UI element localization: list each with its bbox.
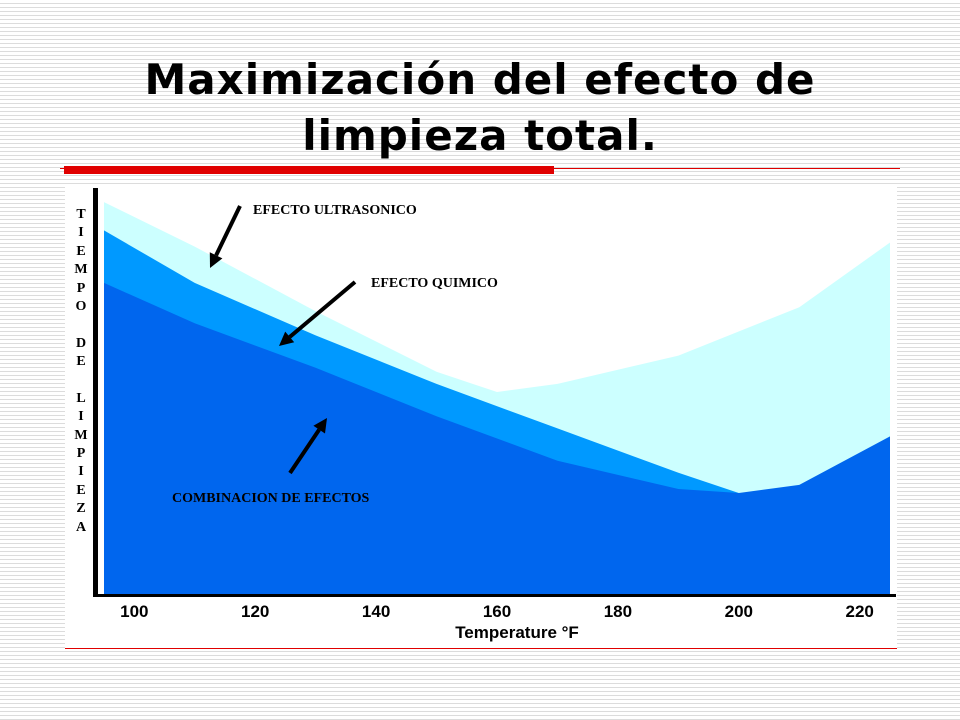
slide-title-line-2: limpieza total. — [302, 111, 658, 160]
y-axis-label-letter: A — [75, 519, 87, 535]
y-axis-label-letter: E — [76, 482, 86, 498]
y-axis-line — [93, 188, 98, 597]
arrow-combined-shaft — [288, 428, 321, 475]
x-tick-label-120: 120 — [241, 602, 269, 621]
chart-svg: 100 120 140 160 180 200 220 Temperature °F EFE… — [93, 188, 896, 642]
chart-panel: 100 120 140 160 180 200 220 Temperature °F EFE… — [65, 184, 897, 649]
y-axis-label-letter: D — [75, 335, 87, 351]
arrow-chemical-head — [279, 331, 295, 346]
arrow-combined-head — [313, 418, 327, 434]
x-tick-label-140: 140 — [362, 602, 390, 621]
y-axis-label-letter: I — [78, 464, 84, 480]
x-tick-label-160: 160 — [483, 602, 511, 621]
x-tick-label-180: 180 — [604, 602, 632, 621]
slide-title: Maximización del efecto de limpieza tota… — [60, 52, 900, 164]
y-axis-label-letter: P — [76, 446, 86, 462]
chart-panel-bottom-rule — [65, 648, 897, 649]
y-axis-label-letter: I — [78, 409, 84, 425]
y-axis-label-letter: I — [78, 225, 84, 241]
arrow-chemical-shaft — [288, 280, 357, 339]
combined-effects-area — [104, 282, 890, 594]
x-tick-labels: 100 120 140 160 180 200 220 — [120, 602, 874, 621]
x-axis-line — [93, 594, 896, 597]
y-axis-label-letter: T — [76, 207, 86, 222]
y-axis-label-letter: E — [76, 354, 86, 370]
arrow-ultrasonic-shaft — [214, 205, 242, 257]
y-axis-label-letter: E — [76, 243, 86, 259]
x-tick-label-220: 220 — [846, 602, 874, 621]
y-axis-label-letter: Z — [76, 501, 86, 517]
slide-title-line-1: Maximización del efecto de — [144, 55, 816, 104]
y-axis-label-letter: O — [75, 298, 87, 314]
annotation-arrows — [209, 205, 357, 475]
y-axis-label-gap — [71, 316, 91, 334]
annotation-combined-label: COMBINACION DE EFECTOS — [172, 491, 370, 506]
y-axis-label-gap — [71, 372, 91, 390]
x-axis-label: Temperature °F — [455, 623, 579, 642]
x-tick-label-100: 100 — [120, 602, 148, 621]
y-axis-label-letter: M — [74, 427, 88, 443]
title-divider-thick-bar — [64, 166, 554, 174]
y-axis-label-letter: P — [76, 280, 86, 296]
y-axis-label-letter: M — [74, 262, 88, 278]
arrow-ultrasonic-head — [209, 252, 223, 268]
annotation-chemical-label: EFECTO QUIMICO — [371, 276, 498, 291]
title-divider — [60, 162, 900, 176]
annotation-ultrasonic-label: EFECTO ULTRASONICO — [253, 203, 417, 218]
x-tick-label-200: 200 — [725, 602, 753, 621]
y-axis-label-letter: L — [76, 390, 86, 406]
